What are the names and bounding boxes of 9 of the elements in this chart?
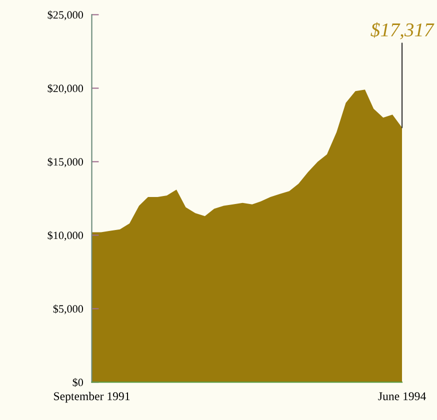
y-tick-label: $0 [72, 378, 84, 387]
y-tick-label: $5,000 [53, 304, 84, 314]
x-tick-label: June 1994 [378, 392, 426, 400]
x-tick-label: September 1991 [54, 392, 130, 403]
y-tick-label: $10,000 [48, 231, 84, 241]
y-tick-label: $20,000 [48, 84, 84, 94]
annotation: $17,317 [370, 22, 434, 40]
y-tick-label: $15,000 [48, 158, 84, 168]
y-tick-label: $25,000 [48, 10, 84, 20]
